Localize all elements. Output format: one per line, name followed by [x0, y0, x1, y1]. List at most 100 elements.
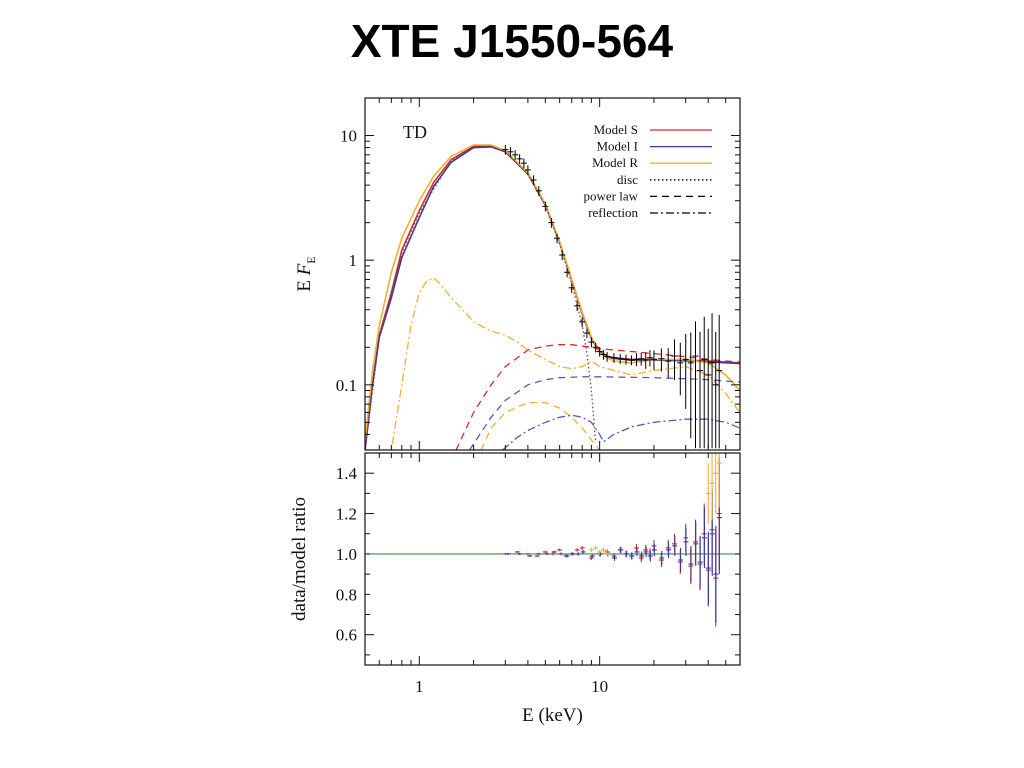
data-point — [696, 331, 703, 449]
data-point — [623, 354, 630, 365]
data-point — [682, 333, 689, 409]
data-point — [687, 332, 694, 438]
data-point — [542, 201, 549, 212]
spectrum-y-axis-title: E FE — [294, 256, 318, 291]
ratio-point — [574, 548, 580, 552]
data-point — [716, 314, 723, 449]
ratio-point — [604, 551, 610, 557]
y-tick-label: 1 — [349, 251, 358, 270]
ratio-point — [588, 555, 594, 561]
ratio-point — [589, 553, 595, 558]
ratio-point — [634, 547, 640, 556]
spectrum-plot-area — [365, 144, 740, 450]
data-point — [579, 317, 586, 327]
ratio-point — [672, 535, 678, 556]
series-s-total-line — [365, 145, 740, 450]
ratio-point — [517, 552, 523, 555]
legend-label: Model S — [594, 122, 638, 137]
legend-label: power law — [583, 188, 638, 203]
data-point — [633, 353, 640, 367]
series-r-total-line — [365, 144, 740, 442]
ratio-point — [716, 453, 722, 508]
ratio-series-i — [505, 461, 722, 623]
ratio-point — [629, 552, 635, 560]
ratio-point — [713, 525, 719, 623]
ratio-point — [593, 545, 599, 550]
data-point — [665, 348, 672, 379]
data-point — [712, 332, 719, 449]
y-tick-label: 0.6 — [336, 626, 357, 645]
data-point — [583, 328, 590, 339]
slide-title: XTE J1550-564 — [350, 15, 674, 67]
data-point — [692, 321, 699, 449]
data-point — [650, 350, 657, 371]
ratio-y-axis-title: data/model ratio — [289, 497, 310, 621]
ratio-point — [544, 552, 550, 556]
data-point — [548, 217, 555, 228]
data-point — [568, 283, 575, 293]
legend-label: Model I — [596, 139, 638, 154]
data-point — [596, 346, 603, 357]
data-point — [610, 353, 617, 363]
ratio-point — [659, 550, 665, 566]
data-point — [600, 349, 607, 360]
ratio-frame — [364, 452, 741, 666]
data-point — [646, 350, 653, 367]
ratio-point — [570, 552, 576, 556]
series-i-power-law-line — [469, 376, 740, 450]
data-point — [535, 186, 542, 196]
ratio-point — [624, 550, 630, 558]
ratio-point — [575, 552, 581, 556]
data-point — [564, 267, 571, 278]
y-tick-label: 1.2 — [336, 505, 357, 524]
data-point — [530, 175, 537, 186]
ratio-point — [600, 547, 606, 553]
panel-annotation: TD — [403, 122, 427, 142]
ratio-point — [705, 531, 711, 605]
data-point — [638, 352, 645, 366]
ratio-series-s — [502, 457, 722, 627]
ratio-point — [550, 552, 556, 556]
data-point — [709, 313, 716, 449]
series-s-power-law-line — [455, 344, 740, 450]
ratio-point — [709, 453, 715, 520]
ratio-point — [705, 463, 711, 524]
y-tick-label: 10 — [340, 127, 357, 146]
ratio-point — [701, 507, 707, 569]
ratio-point — [557, 548, 563, 552]
x-tick-label: 10 — [591, 677, 608, 696]
data-point — [671, 339, 678, 381]
ratio-point — [525, 552, 531, 555]
ratio-point — [647, 550, 653, 562]
data-point — [559, 250, 566, 261]
series-r-reflection-line — [365, 277, 740, 450]
ratio-point — [534, 554, 540, 557]
series-i-reflection-line — [502, 414, 740, 450]
ratio-point — [558, 552, 564, 556]
data-point — [592, 342, 599, 353]
ratio-plot-area — [365, 453, 740, 627]
legend-label: Model R — [592, 155, 638, 170]
x-axis-title: E (keV) — [522, 705, 583, 726]
ratio-point — [639, 551, 645, 561]
ratio-point — [643, 546, 649, 557]
ratio-panel: 0.6 0.8 1.0 1.2 1.4 1 10 data/model ratio E (keV… — [289, 452, 741, 726]
data-point — [628, 355, 635, 366]
ratio-point — [536, 552, 542, 555]
x-tick-label: 1 — [415, 677, 424, 696]
ratio-point — [618, 546, 624, 553]
data-point — [617, 354, 624, 364]
y-tick-label: 0.8 — [336, 585, 357, 604]
ratio-point — [527, 554, 533, 557]
ratio-point — [580, 549, 586, 554]
data-point — [516, 154, 523, 164]
ratio-series-r — [588, 453, 722, 557]
data-point — [524, 165, 531, 175]
ratio-point — [697, 535, 703, 589]
data-point — [701, 316, 708, 449]
data-point — [658, 348, 665, 372]
data-point — [502, 145, 509, 155]
